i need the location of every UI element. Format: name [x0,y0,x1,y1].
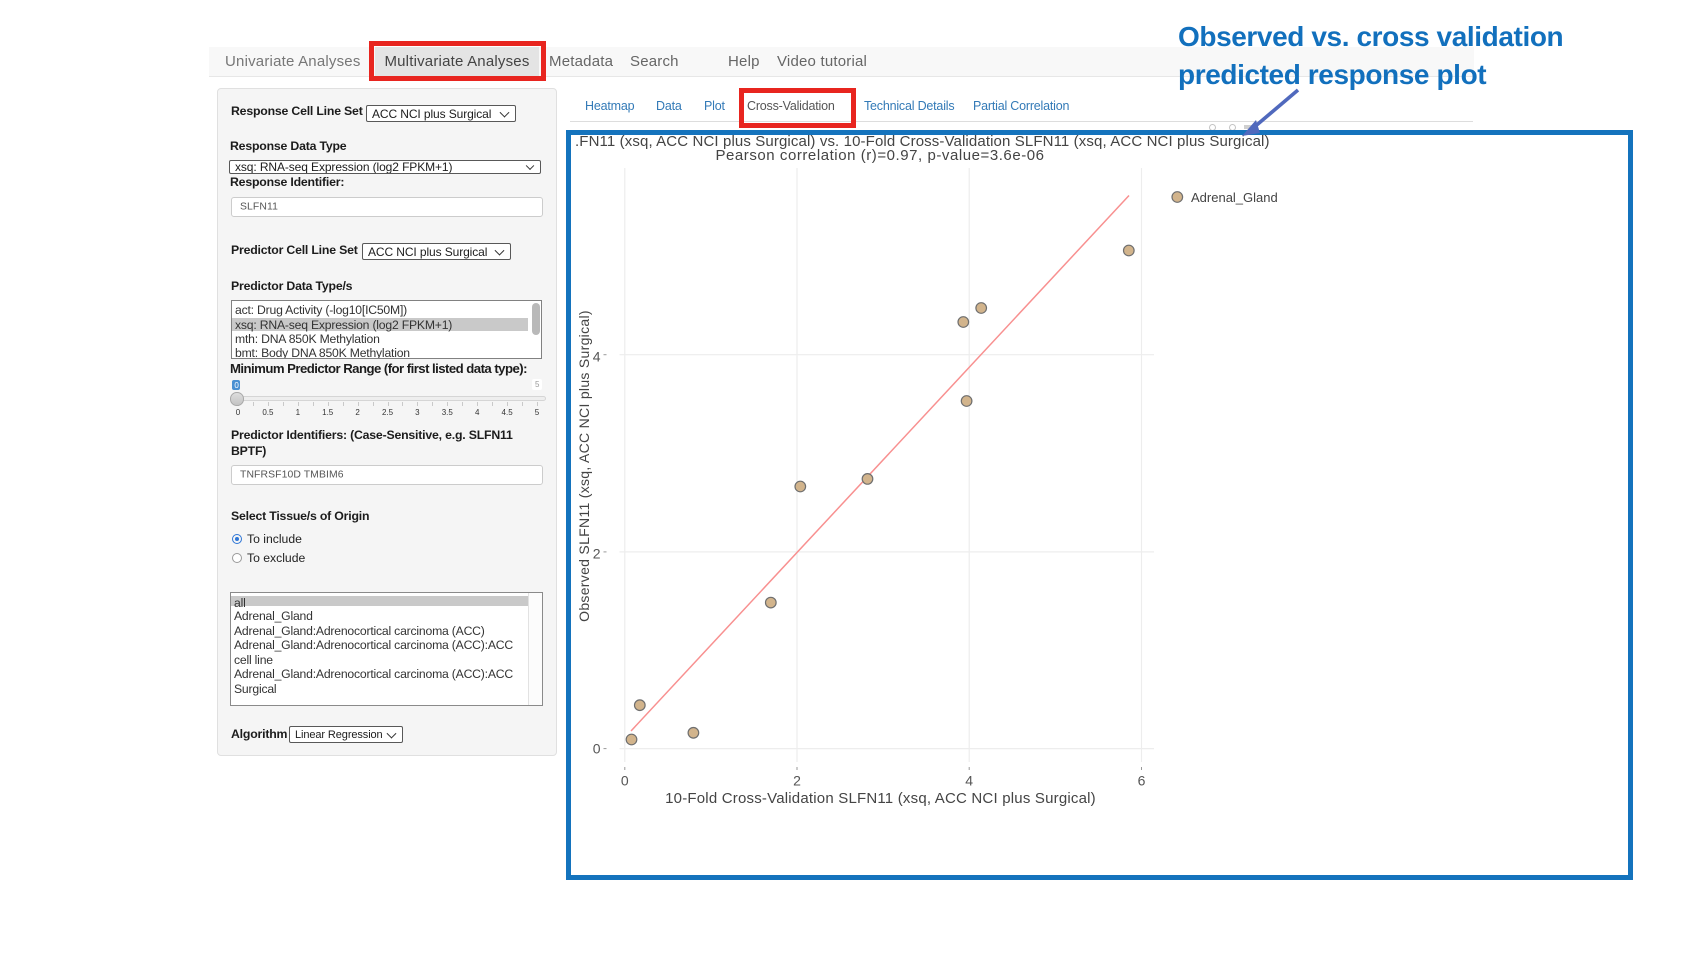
svg-text:10-Fold Cross-Validation SLFN1: 10-Fold Cross-Validation SLFN11 (xsq, AC… [665,790,1096,807]
svg-text:Adrenal_Gland: Adrenal_Gland [1191,190,1278,205]
svg-text:Pearson correlation (r)=0.97,: Pearson correlation (r)=0.97, p-value=3.… [715,147,1044,164]
svg-text:2: 2 [593,546,601,562]
svg-text:6: 6 [1138,772,1146,788]
svg-text:0: 0 [621,772,629,788]
svg-text:Observed SLFN11 (xsq, ACC NCI: Observed SLFN11 (xsq, ACC NCI plus Surgi… [576,310,592,622]
svg-text:2: 2 [793,772,801,788]
svg-text:4: 4 [965,772,973,788]
svg-text:4: 4 [593,348,601,364]
svg-text:.FN11 (xsq, ACC NCI plus Surgi: .FN11 (xsq, ACC NCI plus Surgical) vs. 1… [575,133,1270,150]
svg-text:0: 0 [593,740,601,756]
